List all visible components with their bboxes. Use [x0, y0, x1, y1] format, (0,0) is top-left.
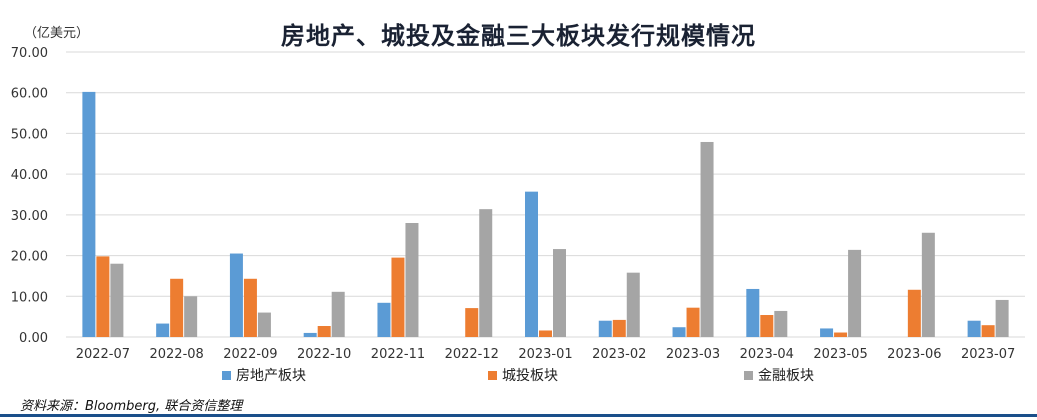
bar: [700, 141, 714, 337]
bar: [626, 272, 640, 337]
bar: [995, 299, 1009, 337]
bottom-divider: [0, 414, 1037, 417]
bar: [479, 209, 493, 337]
bar: [170, 278, 184, 337]
x-tick-label: 2022-12: [445, 347, 499, 360]
x-tick-label: 2022-09: [223, 347, 277, 360]
bar: [391, 257, 405, 337]
bar: [243, 278, 257, 337]
bar: [848, 249, 862, 337]
y-axis-unit-label: （亿美元）: [24, 26, 90, 41]
bar: [598, 320, 612, 337]
bar: [82, 91, 96, 338]
x-tick-label: 2022-11: [371, 347, 425, 360]
legend-label-real-estate: 房地产板块: [236, 368, 306, 384]
x-tick-label: 2023-01: [518, 347, 572, 360]
bar: [834, 332, 848, 337]
bar: [525, 191, 538, 337]
y-tick-label: 70.00: [11, 46, 48, 61]
chart-title: 房地产、城投及金融三大板块发行规模情况: [281, 22, 756, 50]
bar: [96, 256, 110, 337]
chart-legend: 房地产板块 城投板块 金融板块: [0, 365, 1037, 385]
x-tick-label: 2023-05: [813, 347, 867, 360]
bar: [981, 325, 995, 337]
bar: [331, 291, 345, 337]
y-tick-label: 10.00: [11, 290, 48, 305]
x-tick-label: 2022-10: [297, 347, 351, 360]
y-tick-label: 30.00: [11, 209, 48, 224]
bar: [156, 323, 170, 337]
bar-chart: 0.00 10.00 20.00 30.00 40.00 50.00 60.00 70.00 2…: [11, 46, 1025, 360]
legend-label-finance: 金融板块: [758, 368, 814, 384]
y-tick-label: 40.00: [11, 168, 48, 183]
x-tick-label: 2023-06: [887, 347, 941, 360]
bar: [907, 289, 921, 337]
bar: [553, 249, 566, 337]
bar: [774, 310, 788, 337]
x-tick-label: 2023-03: [666, 347, 720, 360]
bar: [967, 320, 981, 337]
bar: [184, 296, 198, 337]
y-tick-label: 60.00: [11, 87, 48, 102]
bar: [921, 232, 935, 337]
x-tick-label: 2022-08: [149, 347, 203, 360]
legend-item-finance: 金融板块: [744, 365, 814, 385]
x-tick-label: 2023-02: [592, 347, 646, 360]
legend-label-urban-investment: 城投板块: [502, 368, 558, 384]
bar: [672, 327, 686, 337]
bar: [317, 326, 331, 337]
legend-swatch-finance: [744, 370, 753, 380]
y-tick-label: 20.00: [11, 250, 48, 265]
bar: [820, 328, 834, 337]
x-tick-label: 2022-07: [76, 347, 130, 360]
y-tick-label: 0.00: [19, 331, 48, 346]
bar: [760, 315, 774, 337]
bar: [377, 302, 391, 337]
bar: [110, 263, 124, 337]
bar: [612, 319, 626, 337]
legend-item-real-estate: 房地产板块: [222, 365, 306, 385]
x-tick-label: 2023-07: [961, 347, 1015, 360]
bar: [465, 308, 479, 337]
bar: [405, 223, 419, 337]
bar: [303, 332, 317, 337]
bar: [257, 312, 271, 337]
bar: [746, 288, 760, 337]
bar: [539, 330, 552, 337]
x-tick-label: 2023-04: [740, 347, 794, 360]
bar: [229, 253, 243, 337]
legend-swatch-urban-investment: [488, 370, 497, 380]
legend-swatch-real-estate: [222, 370, 231, 380]
y-tick-label: 50.00: [11, 127, 48, 142]
bar: [686, 307, 700, 337]
data-source-note: 资料来源：Bloomberg, 联合资信整理: [20, 399, 243, 414]
legend-item-urban-investment: 城投板块: [488, 365, 558, 385]
